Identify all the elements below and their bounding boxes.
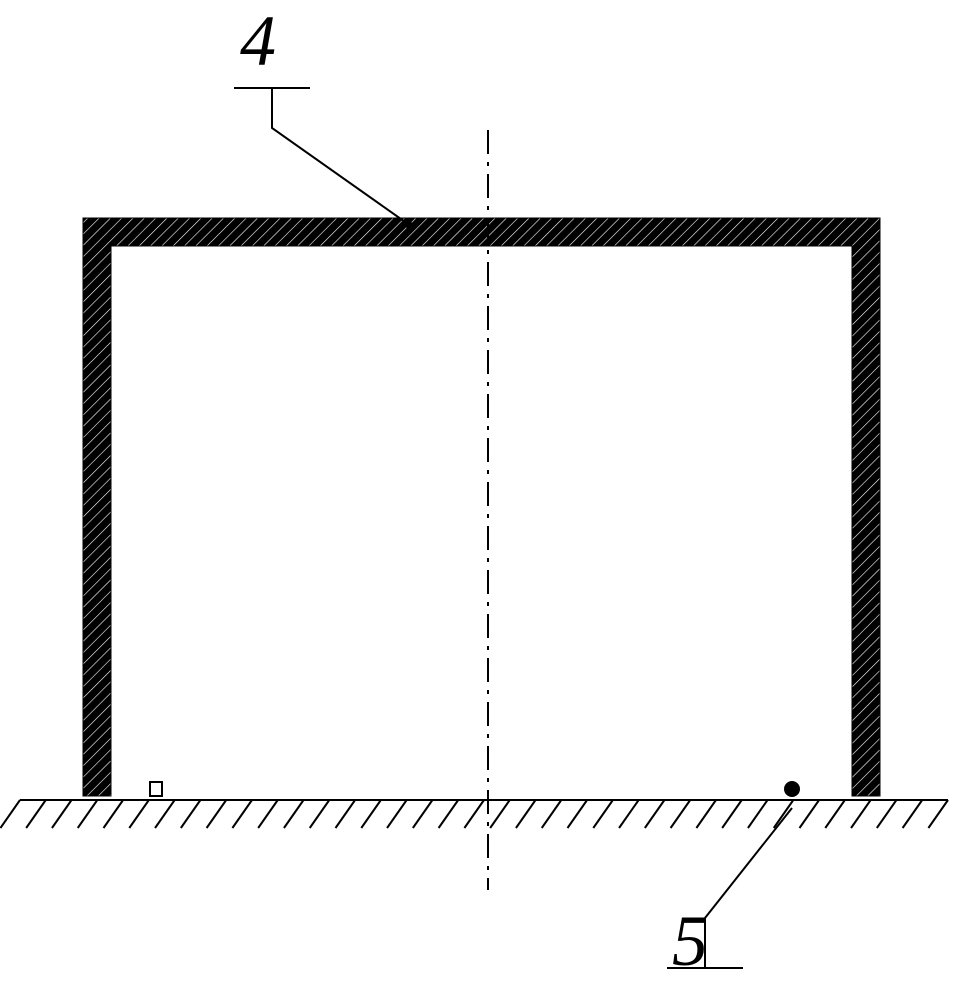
small-circle-marker — [784, 781, 800, 797]
label-4: 4 — [240, 0, 276, 83]
small-rect-marker — [150, 782, 162, 796]
u-shape-wall — [83, 218, 880, 796]
leader-dot-4 — [404, 220, 412, 228]
diagram-canvas — [0, 0, 963, 1000]
ground-line — [0, 800, 948, 828]
label-5: 5 — [672, 900, 708, 983]
